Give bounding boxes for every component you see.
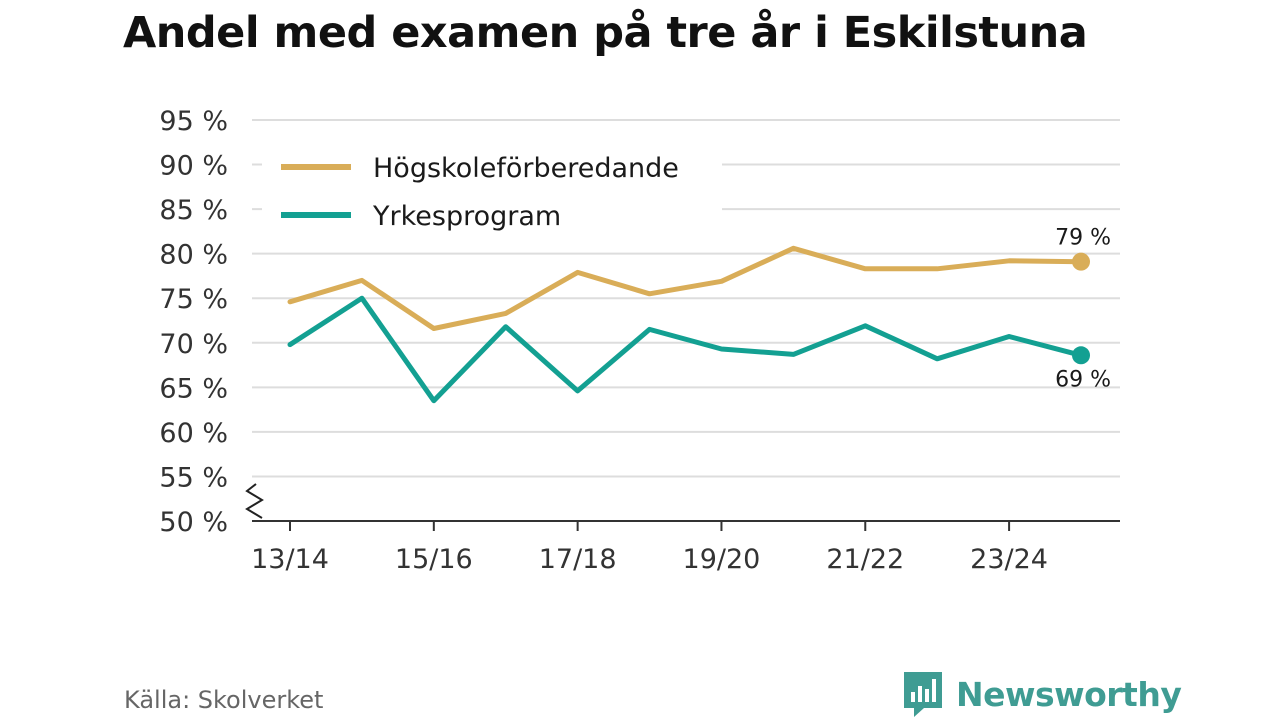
series-line [287,295,1084,404]
data-label: 69 % [1055,367,1111,392]
y-tick-label: 55 % [159,462,228,493]
legend-label: Högskoleförberedande [373,153,679,184]
x-tick-label: 15/16 [395,544,473,575]
source-note: Källa: Skolverket [124,686,324,714]
y-tick-label: 95 % [159,106,228,137]
x-tick-label: 23/24 [970,544,1048,575]
series: 79 % 69 % [287,226,1111,404]
y-tick-label: 60 % [159,418,228,449]
y-tick-label: 75 % [159,284,228,315]
y-tick-label: 80 % [159,240,228,271]
x-tick-label: 21/22 [826,544,904,575]
x-axis: 13/14 15/16 17/18 19/20 21/22 23/24 [245,483,1120,575]
series-line [287,245,1084,331]
x-tick-label: 13/14 [251,544,329,575]
legend: Högskoleförberedande Yrkesprogram [262,143,722,235]
y-tick-label: 65 % [159,373,228,404]
legend-label: Yrkesprogram [372,201,561,232]
chart-title: Andel med examen på tre år i Eskilstuna [123,8,1088,58]
newsworthy-logo: Newsworthy [902,670,1182,718]
data-label: 79 % [1055,226,1111,251]
x-tick-label: 17/18 [539,544,617,575]
series-end-point [1072,346,1090,365]
newsworthy-chart-icon [904,672,942,717]
y-tick-label: 90 % [159,151,228,182]
y-tick-label: 70 % [159,329,228,360]
x-tick-label: 19/20 [683,544,761,575]
y-axis: 50 % 55 % 60 % 65 % 70 % 75 % 80 % 85 % 90 % 95 % [159,106,228,538]
axis-break-mark [245,483,264,519]
series-end-point [1072,252,1090,271]
y-tick-label: 50 % [159,507,228,538]
y-tick-label: 85 % [159,195,228,226]
brand-name: Newsworthy [956,674,1182,714]
